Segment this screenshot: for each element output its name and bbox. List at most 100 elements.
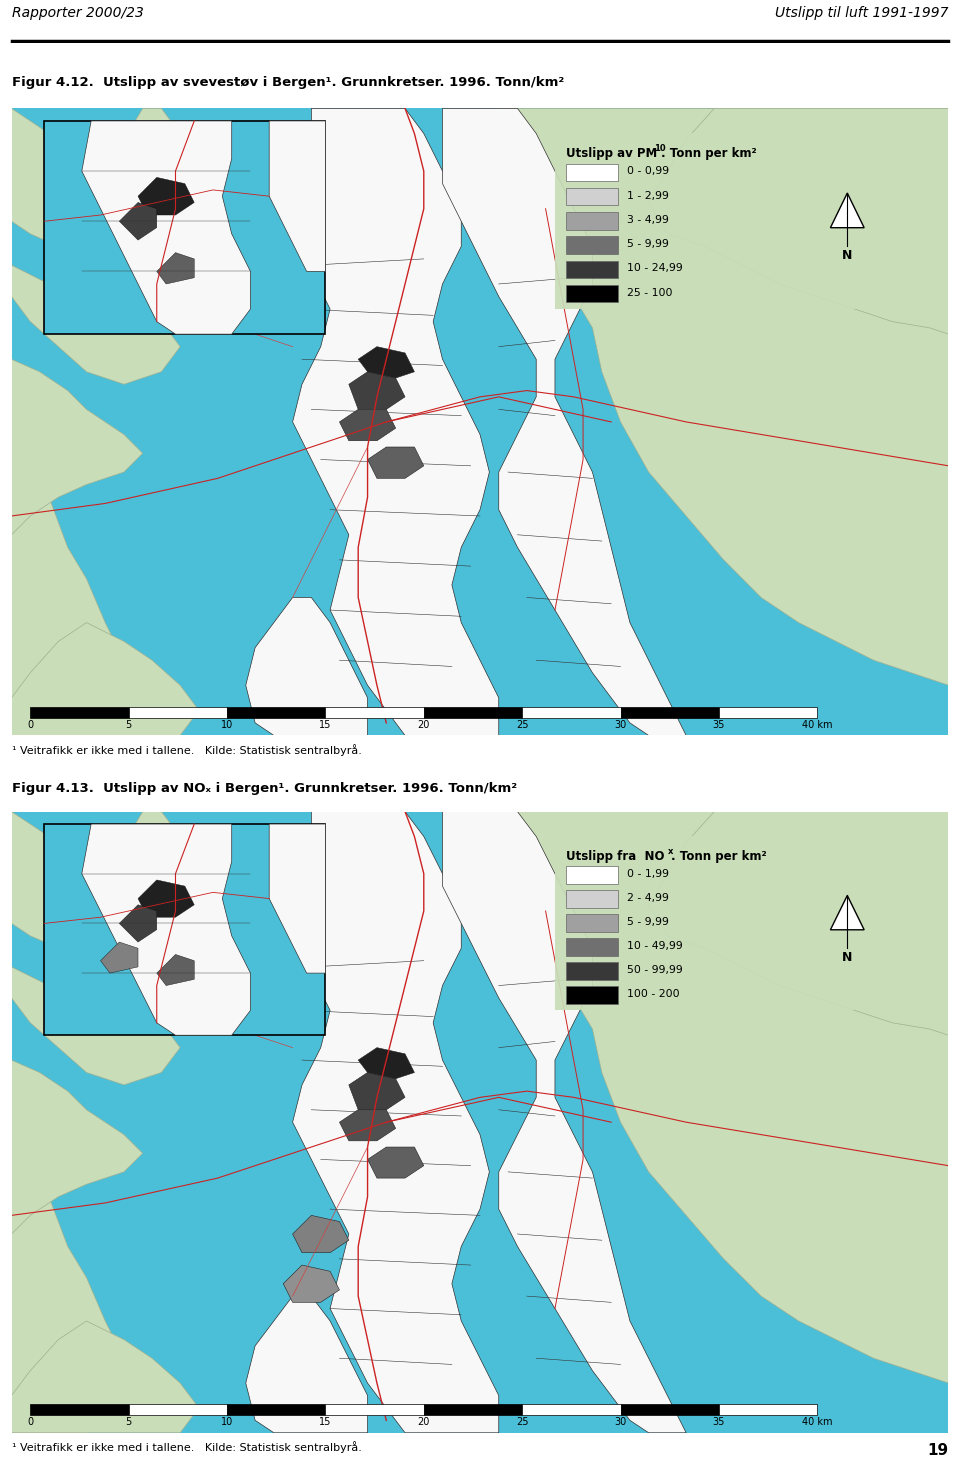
Text: 19: 19 (927, 1443, 948, 1458)
Bar (566, 986, 617, 1004)
Polygon shape (156, 252, 194, 284)
Polygon shape (246, 598, 368, 735)
Polygon shape (499, 108, 948, 686)
Text: ¹ Veitrafikk er ikke med i tallene.   Kilde: Statistisk sentralbyrå.: ¹ Veitrafikk er ikke med i tallene. Kild… (12, 744, 361, 756)
Text: 10 - 49,99: 10 - 49,99 (627, 941, 683, 951)
Text: 5: 5 (126, 719, 132, 730)
Text: 35: 35 (712, 1417, 725, 1427)
Text: 25: 25 (516, 719, 528, 730)
Bar (44, 122, 325, 334)
Text: 50 - 99,99: 50 - 99,99 (627, 965, 683, 976)
Text: 30: 30 (614, 719, 627, 730)
Polygon shape (138, 880, 194, 917)
Bar (555, 133, 929, 309)
Polygon shape (269, 823, 325, 973)
Bar (566, 212, 617, 230)
Polygon shape (348, 1072, 405, 1110)
Bar (566, 963, 617, 980)
Bar (566, 891, 617, 908)
Text: x: x (667, 847, 673, 856)
Text: Utslipp fra  NO: Utslipp fra NO (566, 850, 664, 863)
Bar (566, 261, 617, 278)
Polygon shape (86, 812, 236, 961)
Bar (44, 823, 325, 1036)
Text: 5 - 9,99: 5 - 9,99 (627, 239, 669, 249)
Polygon shape (12, 623, 199, 735)
Text: 25: 25 (516, 1417, 528, 1427)
Text: 0 - 1,99: 0 - 1,99 (627, 869, 669, 879)
Bar (325, 1403, 423, 1415)
Text: 1 - 2,99: 1 - 2,99 (627, 190, 669, 201)
Polygon shape (12, 409, 124, 735)
Polygon shape (443, 108, 686, 735)
Text: 0: 0 (27, 1417, 34, 1427)
Text: 10 - 24,99: 10 - 24,99 (627, 264, 683, 274)
Bar (522, 706, 620, 718)
Bar (566, 284, 617, 302)
Text: 20: 20 (418, 719, 430, 730)
Polygon shape (82, 122, 251, 334)
Text: 40 km: 40 km (802, 1417, 832, 1427)
Text: . Tonn per km²: . Tonn per km² (671, 850, 767, 863)
Polygon shape (12, 359, 143, 535)
Polygon shape (119, 905, 156, 942)
Polygon shape (830, 193, 864, 227)
Polygon shape (358, 347, 415, 378)
Bar (566, 164, 617, 182)
Bar (227, 1403, 325, 1415)
Bar (719, 1403, 817, 1415)
Text: 2 - 4,99: 2 - 4,99 (627, 894, 669, 902)
Bar (423, 1403, 522, 1415)
Polygon shape (340, 409, 396, 441)
Polygon shape (499, 812, 948, 1383)
Polygon shape (12, 812, 106, 948)
Text: 25 - 100: 25 - 100 (627, 287, 673, 297)
Text: Utslipp av PM: Utslipp av PM (566, 148, 658, 160)
Polygon shape (274, 812, 499, 1433)
Polygon shape (119, 202, 156, 240)
Polygon shape (12, 967, 180, 1086)
Text: 5: 5 (126, 1417, 132, 1427)
Bar (566, 938, 617, 955)
Text: 20: 20 (418, 1417, 430, 1427)
Bar (129, 1403, 227, 1415)
Bar (31, 706, 129, 718)
Polygon shape (649, 812, 948, 1036)
Bar (719, 706, 817, 718)
Polygon shape (348, 372, 405, 409)
Text: Rapporter 2000/23: Rapporter 2000/23 (12, 6, 143, 21)
Bar (566, 866, 617, 883)
Bar (423, 706, 522, 718)
Polygon shape (82, 823, 251, 1036)
Polygon shape (12, 1321, 199, 1433)
Bar (566, 236, 617, 253)
Text: 0: 0 (27, 719, 34, 730)
Polygon shape (443, 812, 686, 1433)
Polygon shape (138, 177, 194, 215)
Polygon shape (101, 942, 138, 973)
Polygon shape (649, 108, 948, 334)
Polygon shape (358, 1047, 415, 1078)
Text: N: N (842, 951, 852, 964)
Polygon shape (368, 1147, 423, 1178)
Text: 40 km: 40 km (802, 719, 832, 730)
Text: 35: 35 (712, 719, 725, 730)
Text: 10: 10 (221, 719, 233, 730)
Polygon shape (12, 265, 180, 384)
Bar (620, 706, 719, 718)
Polygon shape (246, 1297, 368, 1433)
Bar (31, 1403, 129, 1415)
Bar (566, 914, 617, 932)
Polygon shape (293, 1216, 348, 1253)
Polygon shape (12, 108, 106, 246)
Text: 0 - 0,99: 0 - 0,99 (627, 167, 669, 176)
Bar (620, 1403, 719, 1415)
Text: 100 - 200: 100 - 200 (627, 989, 680, 999)
Polygon shape (274, 108, 499, 735)
Polygon shape (368, 447, 423, 479)
Text: ¹ Veitrafikk er ikke med i tallene.   Kilde: Statistisk sentralbyrå.: ¹ Veitrafikk er ikke med i tallene. Kild… (12, 1442, 361, 1453)
Polygon shape (269, 122, 325, 271)
Bar (555, 837, 929, 1011)
Polygon shape (156, 955, 194, 986)
Polygon shape (86, 108, 236, 259)
